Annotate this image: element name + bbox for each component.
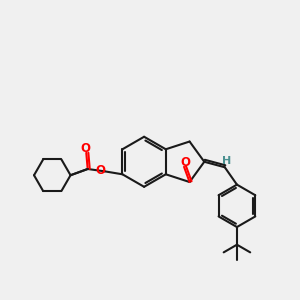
Text: O: O bbox=[96, 164, 106, 177]
Text: O: O bbox=[180, 156, 190, 169]
Text: O: O bbox=[80, 142, 90, 155]
Text: H: H bbox=[222, 156, 231, 166]
